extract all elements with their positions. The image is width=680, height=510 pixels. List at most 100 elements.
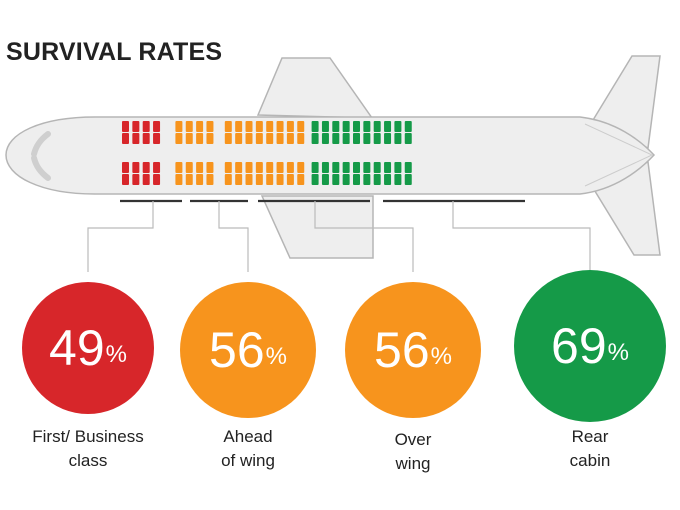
- rate-value: 56: [209, 322, 265, 378]
- seat-over-wing: [235, 121, 243, 132]
- seat-rear-cabin: [404, 162, 412, 173]
- section-label-over-wing: Over wing: [328, 428, 498, 476]
- seat-over-wing: [276, 162, 284, 173]
- seat-rear-cabin: [353, 133, 360, 144]
- seat-first-business: [132, 121, 140, 132]
- section-connectors: [87, 201, 591, 272]
- seat-ahead-of-wing: [206, 174, 214, 185]
- seat-over-wing: [224, 133, 232, 144]
- seat-over-wing: [286, 121, 294, 132]
- seat-ahead-of-wing: [196, 174, 204, 185]
- rate-circle-first-business: 49%: [22, 282, 154, 414]
- seat-rear-cabin: [342, 133, 350, 144]
- rate-value: 56: [374, 322, 430, 378]
- seat-ahead-of-wing: [196, 121, 204, 132]
- seat-rear-cabin: [321, 133, 329, 144]
- seat-over-wing: [286, 174, 294, 185]
- seat-ahead-of-wing: [185, 133, 193, 144]
- seat-rear-cabin: [311, 133, 319, 144]
- connector-first-business: [87, 201, 154, 272]
- seat-rear-cabin: [373, 121, 381, 132]
- seat-rear-cabin: [363, 174, 371, 185]
- seat-rear-cabin: [353, 121, 360, 132]
- seat-ahead-of-wing: [175, 133, 183, 144]
- seat-over-wing: [245, 162, 253, 173]
- section-label-line: Rear: [571, 427, 609, 446]
- rate-circle-rear-cabin: 69%: [514, 270, 666, 422]
- tail-cone: [584, 123, 654, 187]
- seat-rear-cabin: [404, 121, 412, 132]
- connector-rear-cabin: [452, 201, 591, 272]
- seat-rear-cabin: [332, 121, 340, 132]
- connector-over-wing: [314, 201, 414, 272]
- seat-over-wing: [266, 174, 274, 185]
- seat-over-wing: [266, 121, 274, 132]
- seat-rear-cabin: [321, 162, 329, 173]
- fuselage: [5, 116, 656, 195]
- seat-over-wing: [255, 162, 263, 173]
- section-label-line: First/ Business: [32, 427, 144, 446]
- seat-ahead-of-wing: [185, 121, 193, 132]
- upper-wing: [256, 57, 374, 119]
- seat-over-wing: [255, 133, 263, 144]
- cockpit-window-lower: [31, 155, 51, 181]
- seat-rear-cabin: [311, 174, 319, 185]
- seat-over-wing: [235, 133, 243, 144]
- seat-rear-cabin: [332, 174, 340, 185]
- seat-first-business: [122, 121, 129, 132]
- seat-rear-cabin: [394, 133, 402, 144]
- seat-rear-cabin: [373, 174, 381, 185]
- seat-rear-cabin: [332, 133, 340, 144]
- rate-circle-ahead-of-wing: 56%: [180, 282, 316, 418]
- seat-ahead-of-wing: [185, 174, 193, 185]
- seat-ahead-of-wing: [206, 162, 214, 173]
- seat-first-business: [122, 133, 129, 144]
- seat-rear-cabin: [353, 174, 360, 185]
- seat-over-wing: [224, 162, 232, 173]
- seat-first-business: [142, 121, 150, 132]
- seat-over-wing: [276, 121, 284, 132]
- seat-rear-cabin: [373, 162, 381, 173]
- seat-over-wing: [224, 121, 232, 132]
- seat-rear-cabin: [321, 121, 329, 132]
- seat-over-wing: [235, 162, 243, 173]
- seat-rear-cabin: [321, 174, 329, 185]
- seat-first-business: [153, 133, 161, 144]
- seat-over-wing: [245, 121, 253, 132]
- seat-rear-cabin: [384, 133, 392, 144]
- rate-unit: %: [105, 341, 127, 368]
- section-label-line: class: [68, 451, 108, 470]
- section-label-ahead-of-wing: Ahead of wing: [163, 425, 333, 473]
- seat-first-business: [142, 162, 150, 173]
- seat-over-wing: [266, 133, 274, 144]
- seat-rear-cabin: [353, 162, 360, 173]
- seat-over-wing: [255, 174, 263, 185]
- rate-value: 49: [49, 320, 105, 376]
- seat-ahead-of-wing: [175, 121, 183, 132]
- seat-map: [122, 121, 412, 185]
- seat-over-wing: [224, 174, 232, 185]
- seat-rear-cabin: [404, 133, 412, 144]
- connector-ahead-of-wing: [218, 201, 249, 272]
- seat-rear-cabin: [394, 162, 402, 173]
- seat-over-wing: [297, 133, 305, 144]
- seat-over-wing: [276, 174, 284, 185]
- seat-over-wing: [276, 133, 284, 144]
- seat-first-business: [142, 133, 150, 144]
- seat-rear-cabin: [311, 162, 319, 173]
- seat-rear-cabin: [384, 174, 392, 185]
- seat-rear-cabin: [363, 121, 371, 132]
- seat-over-wing: [245, 133, 253, 144]
- section-label-line: cabin: [569, 451, 611, 470]
- lower-wing: [260, 195, 374, 259]
- seat-ahead-of-wing: [185, 162, 193, 173]
- seat-first-business: [153, 162, 161, 173]
- section-label-line: of wing: [221, 451, 275, 470]
- seat-first-business: [153, 121, 161, 132]
- rate-unit: %: [607, 339, 629, 366]
- cockpit-window-upper: [31, 131, 51, 157]
- rate-unit: %: [265, 343, 287, 370]
- seat-rear-cabin: [394, 174, 402, 185]
- seat-first-business: [142, 174, 150, 185]
